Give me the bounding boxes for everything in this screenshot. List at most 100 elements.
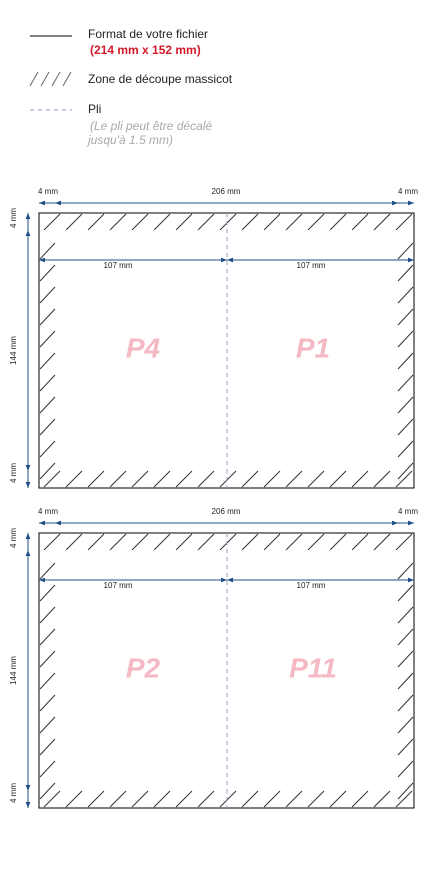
- hatch: [131, 790, 149, 808]
- hatch: [397, 286, 414, 304]
- hatch: [397, 650, 414, 668]
- hatch: [39, 242, 56, 260]
- hatch: [153, 790, 171, 808]
- hatch: [39, 396, 56, 414]
- hatch: [39, 584, 56, 602]
- hatch: [395, 470, 413, 488]
- hatch: [197, 790, 215, 808]
- hatch: [397, 694, 414, 712]
- dim-label: 4 mm: [38, 187, 58, 196]
- hatch: [39, 330, 56, 348]
- hatch: [39, 352, 56, 370]
- hatch: [219, 213, 237, 231]
- hatch: [219, 533, 237, 551]
- hatch: [373, 533, 391, 551]
- hatch: [43, 213, 61, 231]
- hatch: [175, 790, 193, 808]
- dim-label: 4 mm: [9, 783, 18, 803]
- hatch: [285, 213, 303, 231]
- hatch: [397, 330, 414, 348]
- hatch: [285, 470, 303, 488]
- hatch: [39, 462, 56, 480]
- hatch: [351, 790, 369, 808]
- hatch: [397, 396, 414, 414]
- dim-label: 206 mm: [212, 187, 241, 196]
- hatch: [175, 470, 193, 488]
- hatch: [397, 418, 414, 436]
- hatch: [263, 533, 281, 551]
- page-label: P4: [126, 332, 161, 363]
- hatch: [39, 716, 56, 734]
- hatch: [397, 672, 414, 690]
- hatch: [395, 790, 413, 808]
- hatch: [219, 470, 237, 488]
- hatch: [39, 562, 56, 580]
- hatch: [65, 470, 83, 488]
- hatch: [39, 606, 56, 624]
- hatch: [87, 213, 105, 231]
- hatch: [39, 628, 56, 646]
- dim-label: 144 mm: [9, 656, 18, 685]
- legend-note: (Le pli peut être décalé: [90, 119, 212, 133]
- hatch: [39, 374, 56, 392]
- dim-label: 144 mm: [9, 336, 18, 365]
- legend: Format de votre fichier (214 mm x 152 mm…: [29, 27, 233, 147]
- hatch: [329, 213, 347, 231]
- hatch: [263, 470, 281, 488]
- hatch: [397, 242, 414, 260]
- hatch: [87, 470, 105, 488]
- hatch: [397, 782, 414, 800]
- sheet: 4 mm 206 mm 4 mm 107 mm 107 mm 4 mm 144 mm 4 mm…: [9, 507, 418, 809]
- hatch: [39, 286, 56, 304]
- hatch: [241, 533, 259, 551]
- page-label: P1: [296, 332, 330, 363]
- hatch: [351, 470, 369, 488]
- hatch: [109, 533, 127, 551]
- hatch: [43, 470, 61, 488]
- dim-label: 4 mm: [38, 507, 58, 516]
- hatch: [397, 374, 414, 392]
- dim-label: 4 mm: [398, 507, 418, 516]
- dim-label: 107 mm: [297, 581, 326, 590]
- hatch: [109, 790, 127, 808]
- hatch: [395, 213, 413, 231]
- cut-zone: [39, 533, 414, 808]
- hatch: [307, 470, 325, 488]
- cut-zone: [39, 213, 414, 488]
- hatch: [307, 790, 325, 808]
- hatch: [153, 470, 171, 488]
- hatch: [65, 213, 83, 231]
- hatch: [263, 790, 281, 808]
- legend-note: jusqu'à 1.5 mm): [86, 133, 173, 147]
- hatch: [397, 562, 414, 580]
- hatch: [109, 470, 127, 488]
- hatch: [285, 533, 303, 551]
- hatch: [397, 462, 414, 480]
- hatch: [175, 213, 193, 231]
- hatch: [397, 606, 414, 624]
- hatch: [65, 533, 83, 551]
- hatch: [109, 213, 127, 231]
- hatch: [87, 790, 105, 808]
- hatch: [395, 533, 413, 551]
- hatch: [329, 790, 347, 808]
- hatch: [39, 694, 56, 712]
- hatch: [351, 213, 369, 231]
- hatch: [39, 650, 56, 668]
- hatch: [329, 533, 347, 551]
- hatch: [43, 790, 61, 808]
- hatch: [397, 352, 414, 370]
- hatch: [219, 790, 237, 808]
- hatch: [397, 584, 414, 602]
- hatch: [39, 264, 56, 282]
- page-label: P2: [126, 652, 161, 683]
- legend-note: (214 mm x 152 mm): [90, 43, 201, 57]
- dim-label: 4 mm: [9, 528, 18, 548]
- legend-label: Zone de découpe massicot: [88, 72, 233, 86]
- hatch: [197, 213, 215, 231]
- hatch: [131, 213, 149, 231]
- hatch: [373, 213, 391, 231]
- hatch: [39, 738, 56, 756]
- dim-label: 206 mm: [212, 507, 241, 516]
